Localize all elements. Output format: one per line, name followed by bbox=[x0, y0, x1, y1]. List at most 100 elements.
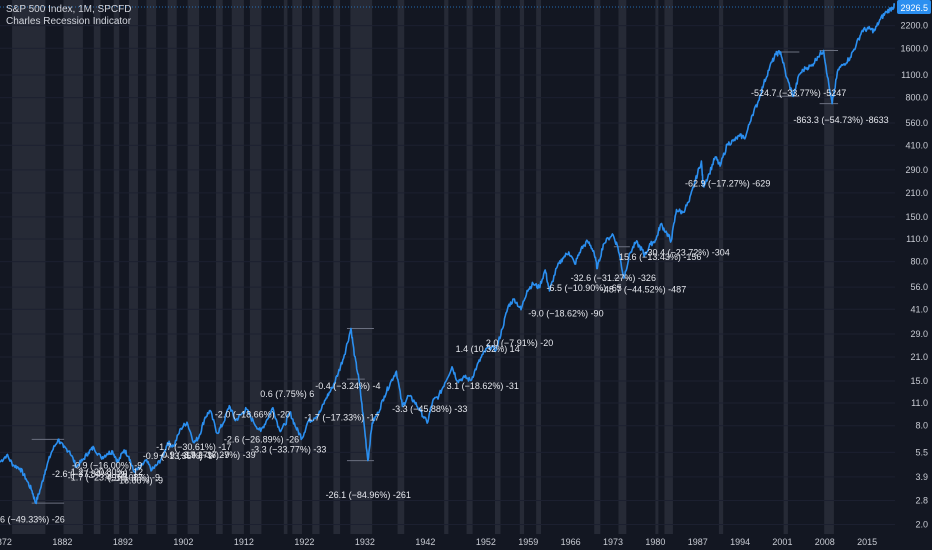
time-tick-label: 2015 bbox=[857, 537, 877, 547]
recession-band bbox=[495, 0, 501, 534]
price-tick-label: 21.0 bbox=[910, 352, 928, 362]
price-tick-label: 29.0 bbox=[910, 329, 928, 339]
recession-band bbox=[292, 0, 302, 534]
time-tick-label: 1973 bbox=[603, 537, 623, 547]
recession-band bbox=[283, 0, 288, 534]
recession-band bbox=[93, 0, 101, 534]
price-tick-label: 800.0 bbox=[905, 93, 928, 103]
time-tick-label: 1966 bbox=[561, 537, 581, 547]
price-tick-label: 8.0 bbox=[915, 421, 928, 431]
price-tick-label: 56.0 bbox=[910, 282, 928, 292]
drawdown-label: -2.6 (−26.89%) -26 bbox=[224, 435, 299, 445]
drawdown-label: -(−16.08%) -9 bbox=[105, 473, 160, 483]
recession-band bbox=[167, 0, 177, 534]
recession-band bbox=[397, 0, 405, 534]
price-tick-label: 1100.0 bbox=[901, 70, 928, 80]
recession-band bbox=[466, 0, 473, 534]
recession-band bbox=[216, 0, 223, 534]
price-tick-label: 41.0 bbox=[910, 304, 928, 314]
drawdown-label: 2.0 (−7.91%) -20 bbox=[486, 338, 553, 348]
drawdown-label: -0.9 (−16.00%) -9 bbox=[72, 460, 142, 470]
drawdown-label: -863.3 (−54.73%) -8633 bbox=[793, 115, 888, 125]
price-tick-label: 3.9 bbox=[915, 472, 928, 482]
recession-band bbox=[718, 0, 724, 534]
recession-band bbox=[824, 0, 834, 534]
drawdown-label: -3.3 (−33.77%) -33 bbox=[251, 444, 326, 454]
price-tick-label: 80.0 bbox=[910, 257, 928, 267]
time-axis-bg bbox=[0, 534, 932, 550]
recession-bands bbox=[12, 0, 834, 534]
drawdown-label: -30.4 (−23.72%) -304 bbox=[644, 248, 729, 258]
time-tick-label: 1980 bbox=[645, 537, 665, 547]
drawdown-label: -524.7 (−33.77%) -5247 bbox=[751, 88, 846, 98]
price-axis-bg bbox=[895, 0, 932, 550]
time-tick-label: 1922 bbox=[294, 537, 314, 547]
time-tick-label: 1872 bbox=[0, 537, 12, 547]
recession-band bbox=[187, 0, 200, 534]
price-line bbox=[0, 3, 896, 505]
recession-band bbox=[664, 0, 673, 534]
last-price-badge bbox=[897, 0, 931, 14]
time-tick-label: 1912 bbox=[234, 537, 254, 547]
recession-band bbox=[63, 0, 83, 534]
price-tick-label: 1600.0 bbox=[900, 43, 928, 53]
price-tick-label: 2.0 bbox=[915, 519, 928, 529]
drawdown-labels: -2.6 (−37.84%) -26 6 (−49.33%) -26 -0.9 (−… bbox=[0, 88, 889, 525]
time-tick-label: 1882 bbox=[52, 537, 72, 547]
drawdown-label: -3.3 (−45.88%) -33 bbox=[392, 404, 467, 414]
drawdown-label: -1.2 (−20.80%) -12 bbox=[68, 467, 143, 477]
drawdown-label: -6.5 (−10.90%) -65 bbox=[546, 283, 621, 293]
drawdown-label: -0.4 (−3.24%) -4 bbox=[315, 381, 380, 391]
time-axis[interactable]: 1872 1882 1892 1902 1912 1922 1932 1942 1952 1959… bbox=[0, 534, 932, 550]
recession-band bbox=[519, 0, 525, 534]
indicator-title[interactable]: Charles Recession Indicator bbox=[6, 16, 132, 27]
price-tick-label: 11.0 bbox=[911, 398, 928, 408]
drawdown-label: -−18.66%) -9 bbox=[111, 476, 163, 486]
price-tick-label: 5.5 bbox=[915, 447, 928, 457]
recession-band bbox=[536, 0, 541, 534]
recession-band bbox=[128, 0, 138, 534]
recession-band bbox=[783, 0, 788, 534]
drawdown-label: -1.7 (−23.49%) -17 bbox=[68, 473, 143, 483]
drawdown-label: -26.1 (−84.96%) -261 bbox=[326, 490, 411, 500]
price-tick-label: 560.0 bbox=[905, 118, 928, 128]
drawdown-label: 3.1 (−18.62%) -31 bbox=[447, 381, 519, 391]
price-axis[interactable]: 2200.0 1600.0 1100.0 800.0 560.0 410.0 290.0 21… bbox=[895, 0, 932, 550]
drawdown-label: -62.9 (−17.27%) -629 bbox=[685, 178, 770, 188]
recession-band bbox=[444, 0, 449, 534]
price-series bbox=[0, 3, 896, 505]
drawdown-label: 0.6 (7.75%) 6 bbox=[260, 389, 314, 399]
time-tick-label: 2008 bbox=[815, 537, 835, 547]
drawdown-label: -48.7 (−44.52%) -487 bbox=[601, 284, 686, 294]
last-price-marker: 2926.5 bbox=[0, 0, 931, 14]
price-tick-label: 15.0 bbox=[910, 376, 928, 386]
recession-band bbox=[333, 0, 341, 534]
recession-band bbox=[249, 0, 262, 534]
drawdown-label: -9.0 (−18.62%) -90 bbox=[528, 309, 603, 319]
symbol-title[interactable]: S&P 500 Index, 1M, SPCFD bbox=[6, 4, 132, 15]
recession-band bbox=[618, 0, 627, 534]
recession-band bbox=[113, 0, 120, 534]
price-tick-label: 290.0 bbox=[905, 165, 928, 175]
time-tick-label: 1959 bbox=[518, 537, 538, 547]
recession-band bbox=[12, 0, 46, 534]
drawdown-label: -0.9 (−17.27%) -9 bbox=[159, 450, 229, 460]
time-tick-label: 1952 bbox=[476, 537, 496, 547]
drawdown-label: -3.9 (−17.27%) -39 bbox=[180, 450, 255, 460]
drawdown-label: -0.9 (−13.35%) -9 bbox=[143, 451, 213, 461]
chart-legend: S&P 500 Index, 1M, SPCFD Charles Recessi… bbox=[6, 4, 131, 28]
recession-band bbox=[146, 0, 157, 534]
drawdown-label: -1.7 (−17.33%) -17 bbox=[304, 413, 379, 423]
time-tick-label: 1892 bbox=[113, 537, 133, 547]
price-tick-label: 410.0 bbox=[905, 140, 928, 150]
time-tick-label: 1902 bbox=[173, 537, 193, 547]
drawdown-label: 6 (−49.33%) -26 bbox=[0, 515, 65, 525]
recession-band bbox=[655, 0, 659, 534]
price-tick-label: 110.0 bbox=[906, 234, 928, 244]
time-tick-label: 1994 bbox=[730, 537, 750, 547]
drawdown-label: -1.7 (−30.61%) -17 bbox=[156, 442, 231, 452]
drawdown-label: -2.0 (−18.66%) -20 bbox=[215, 409, 290, 419]
recession-band bbox=[350, 0, 373, 534]
